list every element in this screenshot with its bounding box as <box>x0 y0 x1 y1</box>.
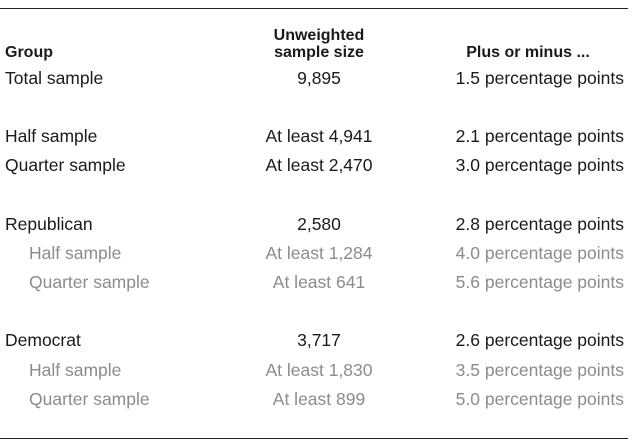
row-sample-size: At least 899 <box>272 389 366 409</box>
row-group-label: Democrat <box>5 330 81 350</box>
table-row-total-sample: Total sample 9,895 1.5 percentage points <box>0 66 628 90</box>
top-rule <box>0 8 628 9</box>
header-sample-size-line1: Unweighted <box>273 27 365 44</box>
row-group-label: Half sample <box>5 126 98 146</box>
row-sample-size: At least 2,470 <box>265 155 373 175</box>
row-group-label: Quarter sample <box>29 272 150 292</box>
row-sample-size: 3,717 <box>297 330 341 350</box>
row-sample-size: At least 4,941 <box>265 126 373 146</box>
row-group-label: Half sample <box>29 243 122 263</box>
row-margin-of-error: 2.1 percentage points <box>455 126 624 146</box>
row-sample-size: 2,580 <box>297 214 341 234</box>
row-sample-size: At least 1,284 <box>265 243 373 263</box>
table-row-republican: Republican 2,580 2.8 percentage points <box>0 212 628 236</box>
row-margin-of-error: 1.5 percentage points <box>455 68 624 88</box>
table-row-republican-quarter-sample: Quarter sample At least 641 5.6 percenta… <box>0 270 628 294</box>
row-group-label: Total sample <box>5 68 104 88</box>
row-group-label: Republican <box>5 214 93 234</box>
table-row-quarter-sample: Quarter sample At least 2,470 3.0 percen… <box>0 153 628 177</box>
row-sample-size: At least 641 <box>272 272 366 292</box>
row-margin-of-error: 2.8 percentage points <box>455 214 624 234</box>
bottom-rule <box>0 438 628 439</box>
table-row-democrat: Democrat 3,717 2.6 percentage points <box>0 328 628 352</box>
row-margin-of-error: 5.6 percentage points <box>455 272 624 292</box>
table-row-republican-half-sample: Half sample At least 1,284 4.0 percentag… <box>0 241 628 265</box>
table-row-democrat-quarter-sample: Quarter sample At least 899 5.0 percenta… <box>0 387 628 411</box>
row-margin-of-error: 4.0 percentage points <box>455 243 624 263</box>
row-margin-of-error: 5.0 percentage points <box>455 389 624 409</box>
row-margin-of-error: 2.6 percentage points <box>455 330 624 350</box>
row-group-label: Quarter sample <box>29 389 150 409</box>
row-sample-size: 9,895 <box>297 68 341 88</box>
row-sample-size: At least 1,830 <box>265 360 373 380</box>
header-sample-size-line2: sample size <box>274 44 364 61</box>
row-margin-of-error: 3.5 percentage points <box>455 360 624 380</box>
row-group-label: Half sample <box>29 360 122 380</box>
header-group: Group <box>5 44 53 61</box>
table-row-democrat-half-sample: Half sample At least 1,830 3.5 percentag… <box>0 358 628 382</box>
row-margin-of-error: 3.0 percentage points <box>455 155 624 175</box>
row-group-label: Quarter sample <box>5 155 126 175</box>
header-sample-size: Unweighted sample size <box>234 27 404 61</box>
table-row-half-sample: Half sample At least 4,941 2.1 percentag… <box>0 124 628 148</box>
header-margin-of-error: Plus or minus ... <box>466 44 590 61</box>
